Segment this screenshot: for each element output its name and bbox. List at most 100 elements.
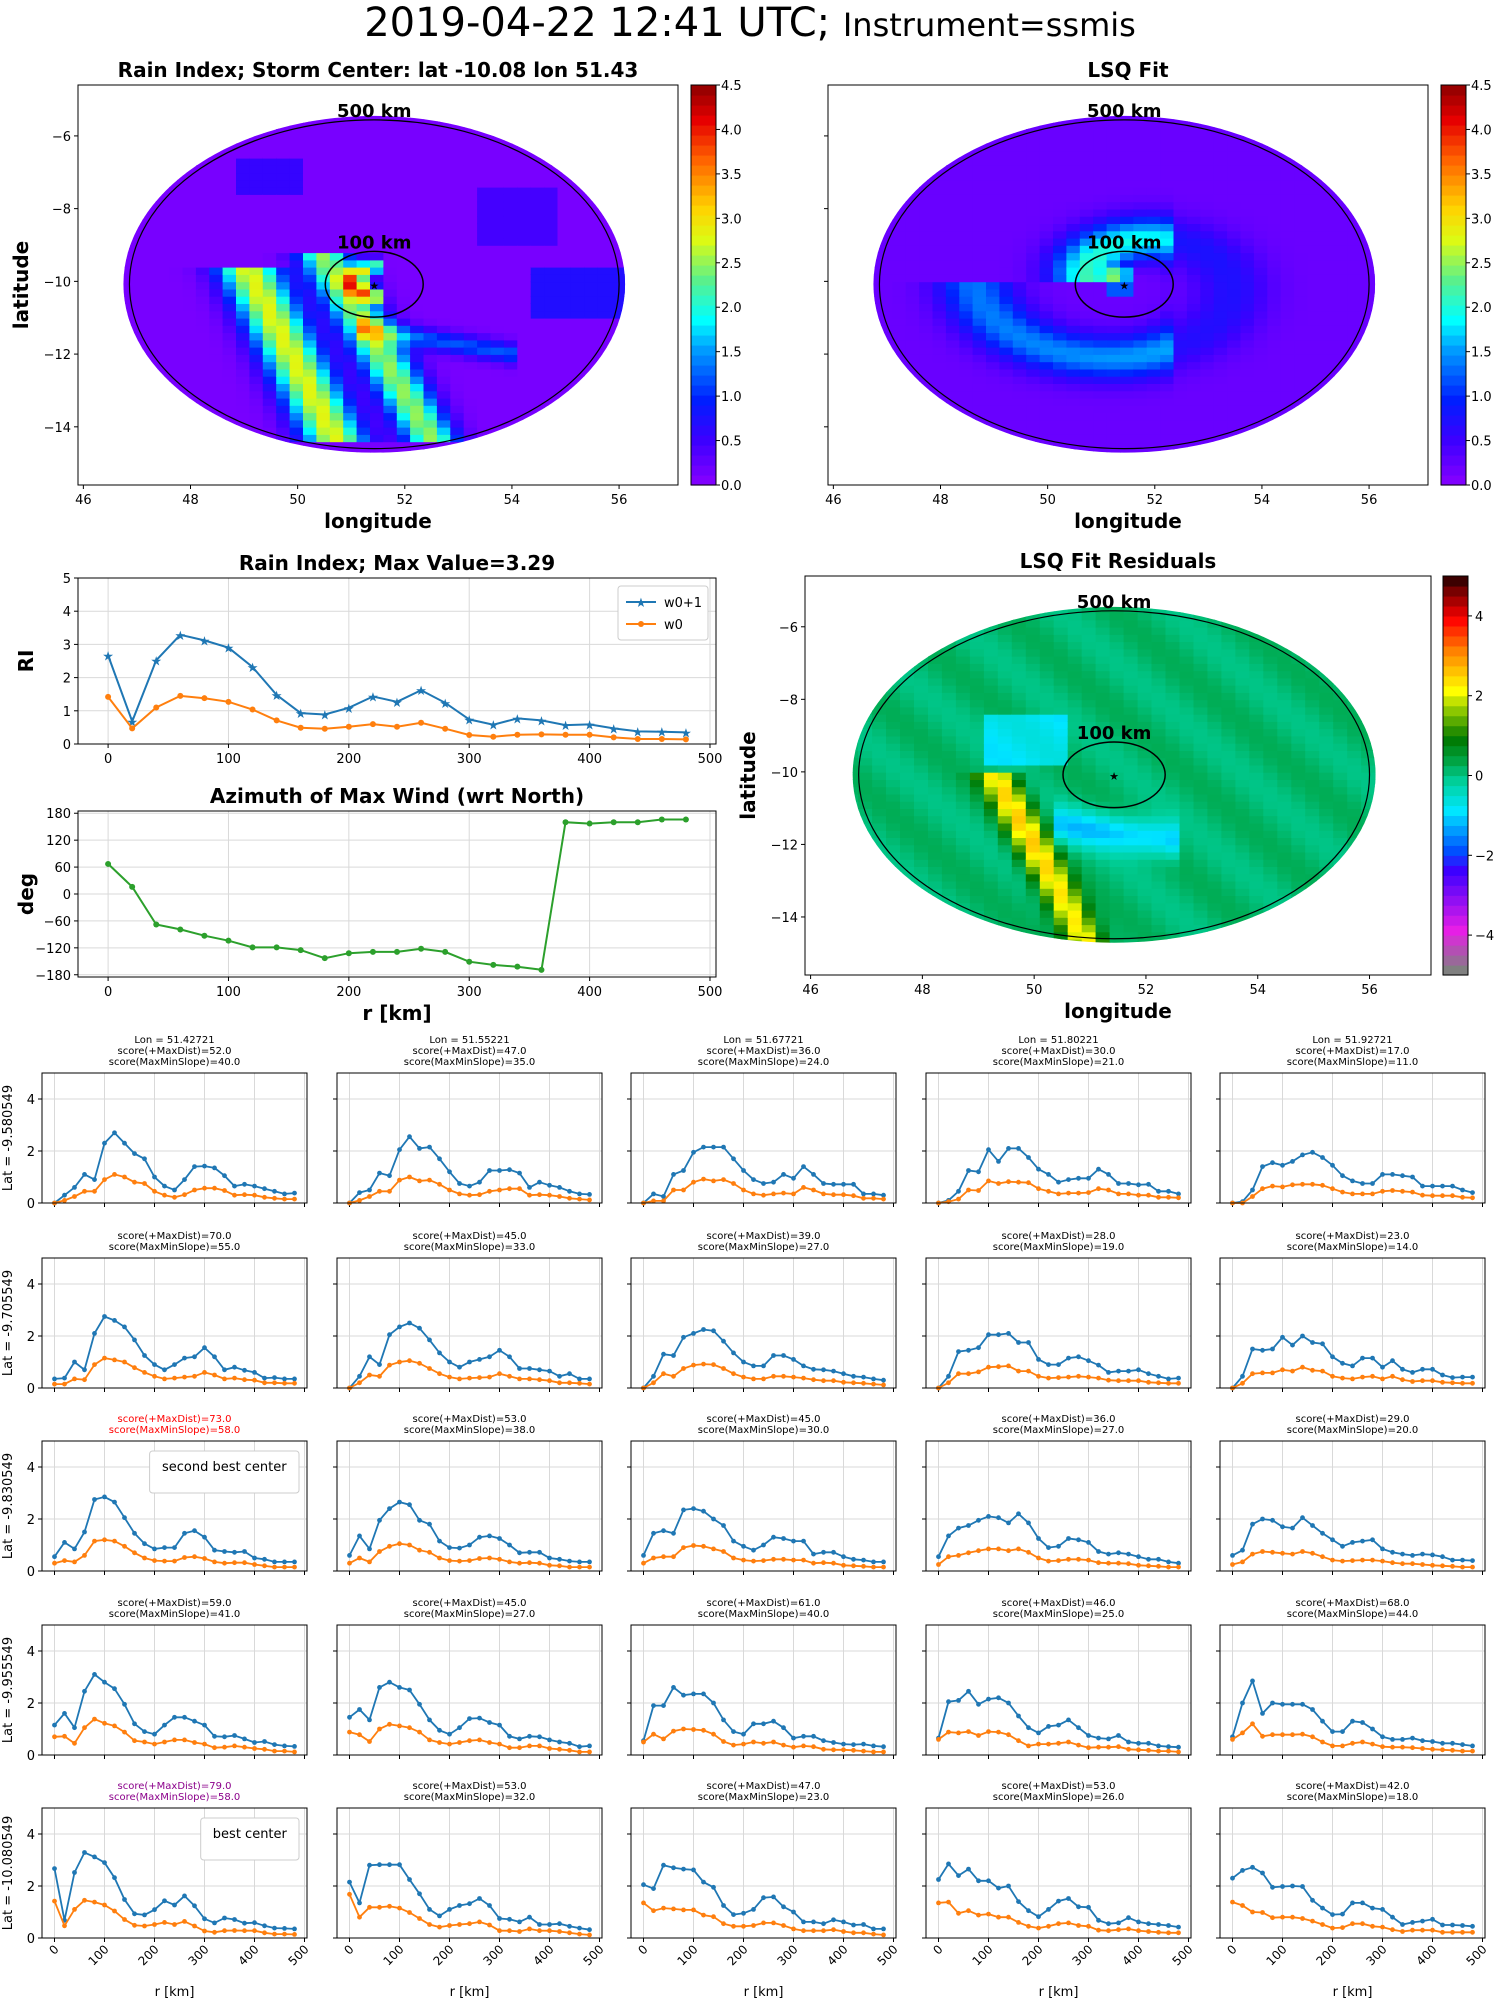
map-cell [1079,426,1094,435]
map-cell [503,354,519,363]
map-cell [914,771,929,780]
map-cell [1067,677,1083,686]
map-cell [370,325,385,334]
map-cell [959,201,974,210]
map-cell [886,837,901,846]
map-cell [289,281,304,290]
map-cell [1053,721,1069,730]
map-cell [1039,172,1054,181]
map-cell [490,157,505,166]
map-cell [900,851,915,860]
map-cell [941,837,957,846]
map-cell [463,215,478,224]
map-cell [1095,634,1111,643]
map-cell [1079,295,1094,304]
map-cell [370,259,385,268]
map-cell [914,692,929,701]
map-cell [329,295,344,304]
map-cell [969,829,985,838]
map-cell [1066,252,1081,261]
map-cell [1186,339,1202,348]
map-cell [1240,325,1255,334]
map-cell [463,259,478,268]
map-cell [1240,317,1255,326]
map-cell [450,317,465,326]
map-cell [396,266,411,275]
map-cell [1123,692,1139,701]
map-cell [1095,757,1111,766]
map-cell [1137,670,1153,679]
map-cell [1026,201,1041,210]
map-cell [1213,194,1228,203]
map-cell [530,194,545,203]
map-cell [1227,186,1242,195]
map-cell [303,274,318,283]
map-cell [1026,128,1041,137]
map-cell [1334,230,1349,239]
map-cell [945,266,961,275]
map-cell [383,172,398,181]
map-cell [463,325,478,334]
map-cell [410,230,425,239]
map-cell [370,223,385,232]
x-tick-label: 52 [1147,493,1164,508]
map-cell [370,121,385,130]
map-cell [1186,375,1202,384]
map-cell [983,837,999,846]
map-cell [1186,274,1202,283]
map-cell [329,172,344,181]
map-cell [517,194,532,203]
map-cell [945,172,961,181]
map-cell [1240,281,1255,290]
map-cell [584,303,599,312]
map-cell [463,390,478,399]
map-cell [1160,281,1175,290]
map-cell [1039,808,1055,817]
map-cell [490,230,505,239]
map-cell [222,281,237,290]
map-cell [1025,655,1041,664]
map-cell [477,368,492,377]
colorbar-swatch [691,305,716,316]
map-cell [1039,655,1055,664]
map-cell [584,295,599,304]
map-cell [490,383,505,392]
map-cell [1137,626,1153,635]
map-cell [303,281,318,290]
map-cell [182,208,197,217]
map-cell [356,325,371,334]
map-cell [914,764,929,773]
map-cell [1137,931,1153,940]
map-cell [222,295,237,304]
map-cell [1067,757,1083,766]
colorbar-swatch [1441,195,1466,206]
map-cell [1253,390,1269,399]
map-cell [503,223,519,232]
map-cell [597,303,612,312]
map-cell [1137,771,1153,780]
map-cell [222,237,237,246]
map-cell [1253,230,1269,239]
map-cell [1025,735,1041,744]
map-cell [1066,383,1081,392]
map-cell [972,179,987,188]
map-cell [1186,237,1202,246]
map-cell [1173,332,1188,341]
map-cell [999,230,1014,239]
map-cell [892,230,907,239]
map-cell [919,375,934,384]
map-cell [914,844,929,853]
map-cell [986,259,1001,268]
map-cell [276,135,291,144]
map-cell [303,245,318,254]
map-cell [1039,165,1054,174]
map-cell [1081,786,1097,795]
map-cell [1067,917,1083,926]
map-cell [303,128,318,137]
map-cell [410,135,425,144]
map-cell [128,245,144,254]
map-cell [955,786,971,795]
map-cell [928,866,943,875]
map-cell [1133,383,1148,392]
